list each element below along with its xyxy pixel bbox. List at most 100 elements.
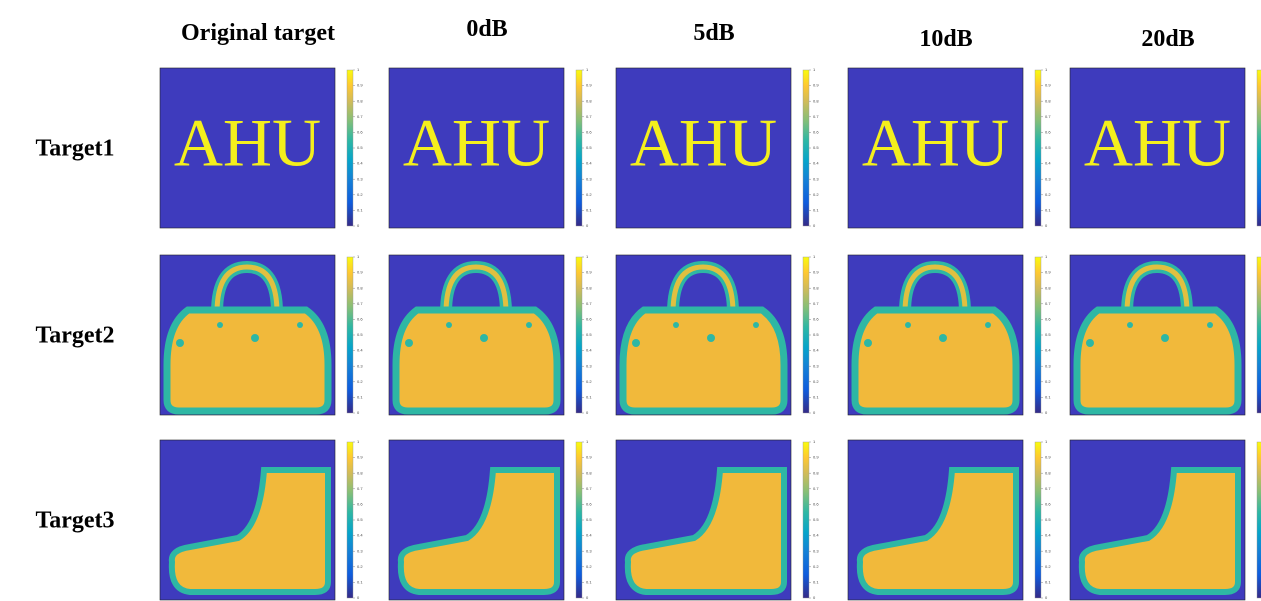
colorbar-tick-label: 0.9 — [357, 83, 363, 88]
colorbar-tick-label: 0.3 — [586, 548, 592, 553]
colorbar-tick-label: 0.7 — [813, 114, 819, 119]
colorbar-tick-label: 1 — [813, 67, 816, 72]
colorbar-tick-label: 0.5 — [357, 332, 363, 337]
colorbar — [803, 70, 809, 226]
colorbar-tick-label: 0.2 — [1045, 192, 1051, 197]
colorbar-tick-label: 0.4 — [813, 161, 819, 166]
colorbar — [576, 442, 582, 598]
colorbar-tick-label: 0.9 — [357, 455, 363, 460]
colorbar-tick-label: 0.5 — [357, 145, 363, 150]
colorbar-tick-label: 1 — [357, 439, 360, 444]
colorbar-tick-label: 0.5 — [1045, 517, 1051, 522]
colorbar-tick-label: 0.7 — [1045, 301, 1051, 306]
colorbar-tick-label: 0 — [1045, 410, 1048, 415]
image-panel: 00.10.20.30.40.50.60.70.80.91 — [389, 439, 592, 600]
colorbar-tick-label: 1 — [813, 254, 816, 259]
colorbar-tick-label: 0.4 — [357, 161, 363, 166]
colorbar-tick-label: 0.6 — [357, 501, 363, 506]
colorbar-tick-label: 0.7 — [813, 301, 819, 306]
colorbar-tick-label: 0.5 — [813, 517, 819, 522]
colorbar-tick-label: 0 — [813, 223, 816, 228]
colorbar-tick-label: 0.2 — [813, 192, 819, 197]
colorbar-tick-label: 0.8 — [586, 470, 592, 475]
colorbar-tick-label: 0.7 — [586, 301, 592, 306]
colorbar-tick-label: 0.6 — [586, 501, 592, 506]
colorbar-tick-label: 0.4 — [586, 161, 592, 166]
colorbar-tick-label: 0.8 — [813, 98, 819, 103]
image-text: AHU — [1084, 105, 1231, 181]
colorbar-tick-label: 0.1 — [357, 579, 363, 584]
colorbar-tick-label: 1 — [586, 67, 589, 72]
colorbar-tick-label: 0.7 — [357, 486, 363, 491]
figure: Original target0dB5dB10dB20dBTarget1AHU0… — [0, 0, 1261, 601]
image-text: AHU — [630, 105, 777, 181]
colorbar-tick-label: 0.1 — [586, 579, 592, 584]
colorbar-tick-label: 0.9 — [813, 83, 819, 88]
colorbar-tick-label: 0 — [586, 595, 589, 600]
colorbar-tick-label: 0.1 — [813, 394, 819, 399]
colorbar-tick-label: 0.8 — [357, 98, 363, 103]
colorbar-tick-label: 0.6 — [1045, 129, 1051, 134]
colorbar-tick-label: 0.6 — [357, 316, 363, 321]
colorbar-tick-label: 0 — [586, 410, 589, 415]
colorbar-tick-label: 0.6 — [813, 316, 819, 321]
image-panel: 00.10.20.30.40.50.60.70.80.91 — [1070, 439, 1261, 600]
colorbar-tick-label: 1 — [1045, 67, 1048, 72]
colorbar-tick-label: 0.1 — [1045, 579, 1051, 584]
colorbar-tick-label: 0.4 — [586, 533, 592, 538]
colorbar-tick-label: 0.8 — [586, 285, 592, 290]
colorbar-tick-label: 0.5 — [586, 332, 592, 337]
colorbar-tick-label: 0.8 — [357, 470, 363, 475]
colorbar-tick-label: 0.7 — [813, 486, 819, 491]
colorbar-tick-label: 0.3 — [813, 176, 819, 181]
colorbar-tick-label: 0.9 — [1045, 270, 1051, 275]
image-panel: 00.10.20.30.40.50.60.70.80.91 — [848, 439, 1051, 600]
colorbar — [1035, 70, 1041, 226]
colorbar — [576, 257, 582, 413]
colorbar-tick-label: 1 — [357, 254, 360, 259]
colorbar-tick-label: 0 — [1045, 595, 1048, 600]
colorbar-tick-label: 0.3 — [357, 548, 363, 553]
colorbar-tick-label: 0.5 — [813, 332, 819, 337]
colorbar-tick-label: 0.1 — [1045, 394, 1051, 399]
colorbar-tick-label: 0.6 — [1045, 316, 1051, 321]
image-panel: AHU00.10.20.30.40.50.60.70.80.91 — [1070, 67, 1261, 228]
colorbar-tick-label: 0.1 — [586, 394, 592, 399]
colorbar-tick-label: 0.9 — [1045, 455, 1051, 460]
colorbar-tick-label: 0.5 — [586, 145, 592, 150]
colorbar-tick-label: 0.8 — [586, 98, 592, 103]
colorbar — [1257, 442, 1261, 598]
colorbar-tick-label: 0.9 — [586, 270, 592, 275]
image-panel: 00.10.20.30.40.50.60.70.80.91 — [848, 254, 1051, 415]
colorbar-tick-label: 0.1 — [357, 394, 363, 399]
colorbar-tick-label: 0.1 — [357, 207, 363, 212]
colorbar-tick-label: 1 — [813, 439, 816, 444]
colorbar-tick-label: 0.4 — [1045, 348, 1051, 353]
colorbar-tick-label: 0 — [357, 410, 360, 415]
colorbar-tick-label: 0 — [813, 410, 816, 415]
colorbar-tick-label: 0.5 — [357, 517, 363, 522]
colorbar-tick-label: 0.9 — [813, 455, 819, 460]
colorbar — [1257, 70, 1261, 226]
colorbar-tick-label: 0.6 — [813, 501, 819, 506]
colorbar-tick-label: 0.9 — [813, 270, 819, 275]
colorbar-tick-label: 0.7 — [1045, 486, 1051, 491]
image-text: AHU — [403, 105, 550, 181]
colorbar-tick-label: 0.3 — [1045, 363, 1051, 368]
colorbar-tick-label: 1 — [586, 254, 589, 259]
colorbar-tick-label: 0.9 — [357, 270, 363, 275]
colorbar-tick-label: 0.7 — [586, 114, 592, 119]
image-panel: 00.10.20.30.40.50.60.70.80.91 — [389, 254, 592, 415]
colorbar-tick-label: 0.2 — [1045, 564, 1051, 569]
image-panel: AHU00.10.20.30.40.50.60.70.80.91 — [160, 67, 363, 228]
column-header: Original target — [181, 20, 335, 46]
image-panel: AHU00.10.20.30.40.50.60.70.80.91 — [848, 67, 1051, 228]
colorbar-tick-label: 0.2 — [357, 379, 363, 384]
row-label: Target3 — [35, 508, 114, 534]
colorbar-tick-label: 0.8 — [813, 470, 819, 475]
colorbar-tick-label: 0.9 — [1045, 83, 1051, 88]
colorbar-tick-label: 0.7 — [357, 114, 363, 119]
colorbar-tick-label: 0.7 — [586, 486, 592, 491]
colorbar-tick-label: 0.4 — [1045, 161, 1051, 166]
